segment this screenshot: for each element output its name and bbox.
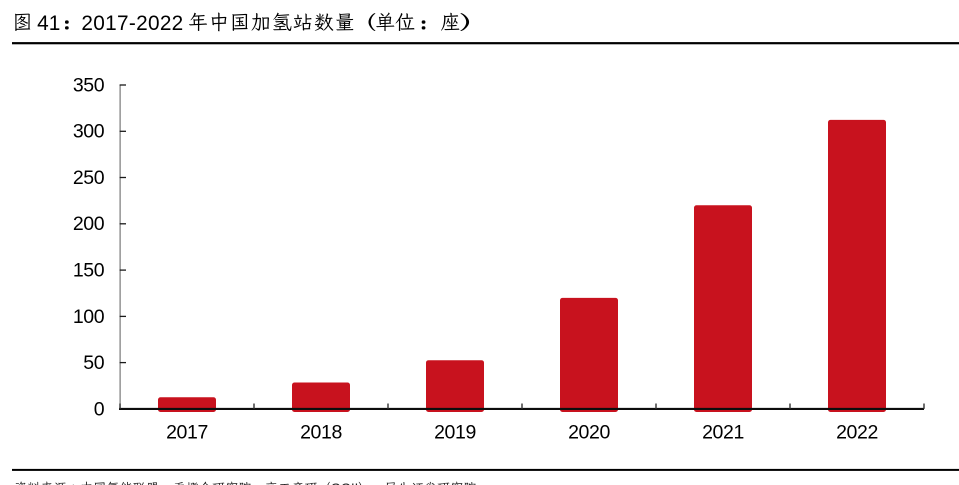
svg-text:300: 300 [73, 121, 105, 143]
svg-text:2021: 2021 [702, 421, 744, 443]
svg-text:2017-2022: 2017-2022 [81, 12, 183, 35]
svg-text:350: 350 [73, 74, 105, 96]
svg-text:2020: 2020 [568, 421, 610, 443]
svg-text:200: 200 [73, 213, 105, 235]
svg-text:2019: 2019 [434, 421, 476, 443]
svg-text:2017: 2017 [166, 421, 208, 443]
svg-text:250: 250 [73, 167, 105, 189]
svg-text:100: 100 [73, 306, 105, 328]
svg-text:150: 150 [73, 260, 105, 282]
svg-text:2022: 2022 [836, 421, 878, 443]
svg-text:41: 41 [37, 12, 60, 35]
svg-text:0: 0 [94, 398, 105, 420]
svg-text:50: 50 [83, 352, 104, 374]
svg-text:2018: 2018 [300, 421, 342, 443]
svg-text:GGII: GGII [331, 481, 358, 485]
